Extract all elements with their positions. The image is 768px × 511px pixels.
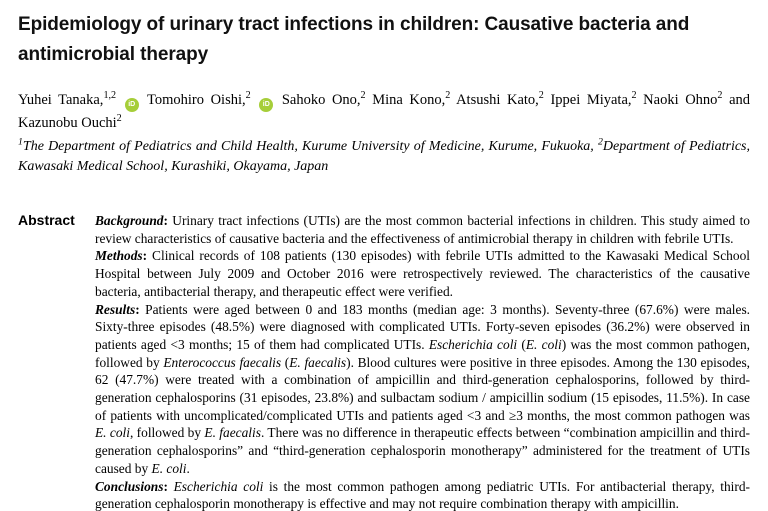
abstract-text: . There was no difference in therapeutic… xyxy=(95,425,750,476)
italic-species-text: E. coli xyxy=(525,336,562,352)
abstract-body: Background: Urinary tract infections (UT… xyxy=(95,212,750,511)
section-label-colon: : xyxy=(135,301,146,317)
abstract-text: Clinical records of 108 patients (130 ep… xyxy=(95,248,750,299)
italic-species-text: Escherichia coli xyxy=(428,336,518,352)
author-text: Tomohiro Oishi, xyxy=(140,92,246,108)
italic-species-text: E. coli xyxy=(95,425,130,441)
abstract-text: . xyxy=(186,460,190,476)
author-superscript: 2 xyxy=(445,90,451,102)
section-label: Methods xyxy=(95,248,143,264)
affiliation-list: 1The Department of Pediatrics and Child … xyxy=(18,137,750,177)
abstract-text: ( xyxy=(517,336,526,352)
affiliation-text: The Department of Pediatrics and Child H… xyxy=(22,139,598,154)
abstract-paragraph-methods: Methods: Clinical records of 108 patient… xyxy=(95,247,750,300)
author-superscript: 2 xyxy=(360,90,366,102)
affiliation-superscript: 1 xyxy=(18,136,23,148)
author-superscript: 2 xyxy=(116,113,122,125)
section-label-colon: : xyxy=(163,478,174,494)
orcid-icon[interactable]: iD xyxy=(259,98,274,112)
author-text: Naoki Ohno xyxy=(636,92,718,108)
italic-species-text: Escherichia coli xyxy=(173,478,264,494)
abstract-text: ( xyxy=(281,354,290,370)
orcid-icon[interactable]: iD xyxy=(124,98,139,112)
abstract-text: , followed by xyxy=(129,425,205,441)
author-text: Atsushi Kato, xyxy=(450,92,539,108)
section-label: Conclusions xyxy=(95,478,164,494)
abstract-paragraph-conclusions: Conclusions: Escherichia coli is the mos… xyxy=(95,478,750,511)
author-text: Ippei Miyata, xyxy=(543,92,632,108)
italic-species-text: E. coli xyxy=(151,460,187,476)
italic-species-text: E. faecalis xyxy=(289,354,347,370)
abstract-text: Urinary tract infections (UTIs) are the … xyxy=(95,213,750,246)
abstract-text: ). Blood cultures were positive in three… xyxy=(95,354,751,423)
author-superscript: 2 xyxy=(717,90,723,102)
author-text: Sahoko Ono, xyxy=(275,92,361,108)
author-text: Yuhei Tanaka, xyxy=(18,92,104,108)
abstract-section: Abstract Background: Urinary tract infec… xyxy=(18,212,750,511)
author-text xyxy=(116,92,123,108)
author-text: Mina Kono, xyxy=(365,92,446,108)
abstract-paragraph-results: Results: Patients were aged between 0 an… xyxy=(95,301,750,478)
author-superscript: 2 xyxy=(245,90,251,102)
author-superscript: 2 xyxy=(538,90,544,102)
section-label: Results xyxy=(95,301,136,317)
section-label-colon: : xyxy=(163,213,173,228)
abstract-text: ) was the most common pathogen, followed… xyxy=(95,336,750,370)
abstract-heading: Abstract xyxy=(18,212,75,228)
abstract-paragraph-background: Background: Urinary tract infections (UT… xyxy=(95,212,750,247)
affiliation-text: Department of Pediatrics, Kawasaki Medic… xyxy=(18,139,750,174)
author-text: and Kazunobu Ouchi xyxy=(18,92,751,131)
italic-species-text: E. faecalis xyxy=(204,425,261,441)
affiliation-superscript: 2 xyxy=(597,136,603,148)
article-title: Epidemiology of urinary tract infections… xyxy=(18,14,690,65)
italic-species-text: Enterococcus faecalis xyxy=(163,354,282,370)
abstract-text: Patients were aged between 0 and 183 mon… xyxy=(95,301,750,352)
abstract-text: is the most common pathogen among pediat… xyxy=(95,478,750,511)
section-label: Background xyxy=(95,213,164,228)
section-label-colon: : xyxy=(142,248,153,264)
author-text xyxy=(251,92,258,108)
author-list: Yuhei Tanaka,1,2 iD Tomohiro Oishi,2 iD … xyxy=(18,89,750,134)
author-superscript: 1,2 xyxy=(103,90,117,102)
author-superscript: 2 xyxy=(631,90,637,102)
